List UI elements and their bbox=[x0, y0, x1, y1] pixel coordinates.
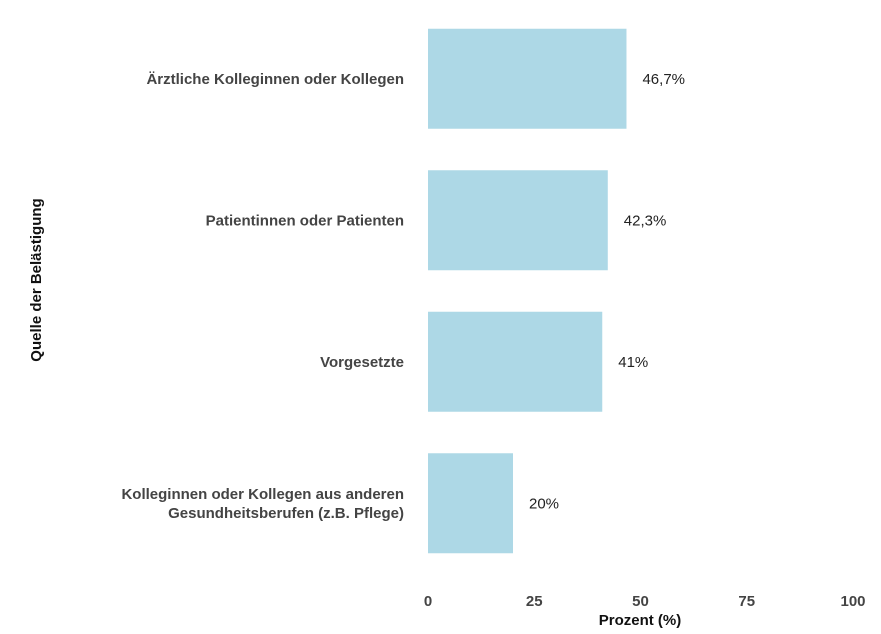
x-axis-title: Prozent (%) bbox=[599, 612, 682, 629]
category-label-line: Ärztliche Kolleginnen oder Kollegen bbox=[146, 71, 404, 88]
category-label-line: Gesundheitsberufen (z.B. Pflege) bbox=[168, 505, 404, 522]
value-labels-group: 46,7% 42,3% 41% 20% bbox=[529, 71, 685, 513]
bar-2 bbox=[428, 311, 603, 412]
category-label-line: Patientinnen oder Patienten bbox=[206, 212, 404, 229]
value-label-2: 41% bbox=[618, 354, 648, 371]
bar-1 bbox=[428, 170, 608, 271]
x-tick-label-3: 75 bbox=[738, 593, 755, 610]
category-label-2: Vorgesetzte bbox=[320, 354, 404, 371]
x-tick-label-0: 0 bbox=[424, 593, 432, 610]
category-label-0: Ärztliche Kolleginnen oder Kollegen bbox=[146, 71, 404, 88]
x-tick-label-1: 25 bbox=[526, 593, 543, 610]
category-labels-group: Ärztliche Kolleginnen oder Kollegen Patie… bbox=[121, 71, 404, 522]
value-label-0: 46,7% bbox=[642, 71, 685, 88]
value-label-3: 20% bbox=[529, 495, 559, 512]
category-label-1: Patientinnen oder Patienten bbox=[206, 212, 404, 229]
x-tick-label-2: 50 bbox=[632, 593, 649, 610]
x-tick-label-4: 100 bbox=[840, 593, 865, 610]
x-ticks-group: 0 25 50 75 100 bbox=[424, 593, 866, 610]
category-label-line: Kolleginnen oder Kollegen aus anderen bbox=[121, 486, 404, 503]
category-label-line: Vorgesetzte bbox=[320, 354, 404, 371]
bar-3 bbox=[428, 453, 513, 554]
bar-0 bbox=[428, 28, 627, 129]
bars-group bbox=[428, 28, 627, 554]
category-label-3: Kolleginnen oder Kollegen aus anderen Ges… bbox=[121, 486, 404, 522]
y-axis-title: Quelle der Belästigung bbox=[28, 198, 45, 361]
value-label-1: 42,3% bbox=[624, 212, 667, 229]
